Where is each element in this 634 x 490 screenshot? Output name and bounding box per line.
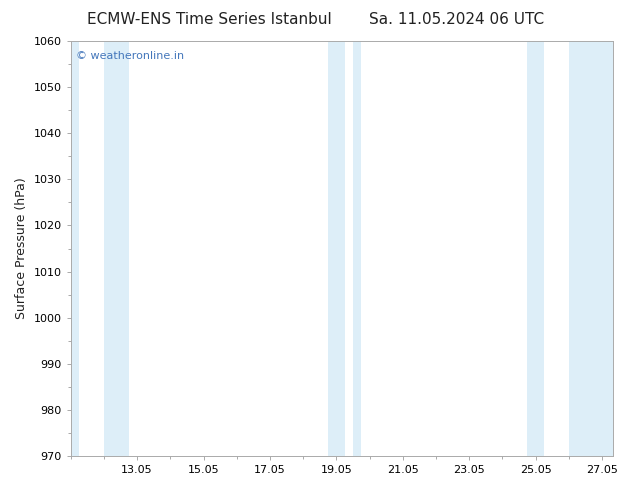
Text: Sa. 11.05.2024 06 UTC: Sa. 11.05.2024 06 UTC (369, 12, 544, 27)
Bar (353, 41, 361, 456)
Bar (104, 41, 129, 456)
Text: ECMW-ENS Time Series Istanbul: ECMW-ENS Time Series Istanbul (87, 12, 332, 27)
Y-axis label: Surface Pressure (hPa): Surface Pressure (hPa) (15, 178, 28, 319)
Bar (328, 41, 345, 456)
Text: © weatheronline.in: © weatheronline.in (76, 51, 184, 61)
Bar (569, 41, 613, 456)
Bar (527, 41, 544, 456)
Bar (71, 41, 79, 456)
